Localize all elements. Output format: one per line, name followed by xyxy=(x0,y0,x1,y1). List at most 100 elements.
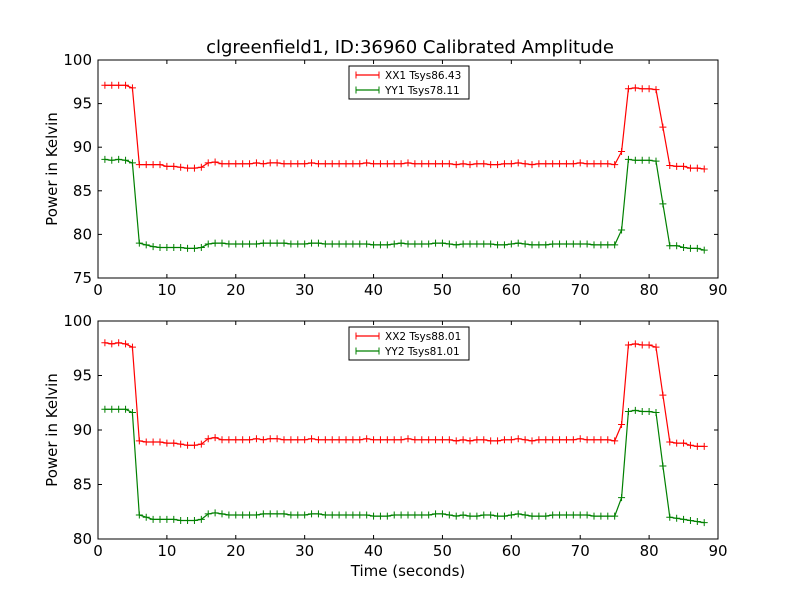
data-point xyxy=(507,160,515,168)
data-point xyxy=(142,161,150,169)
data-point xyxy=(432,436,440,444)
data-point xyxy=(624,341,632,349)
data-point xyxy=(128,84,136,92)
data-point xyxy=(204,240,212,248)
data-point xyxy=(590,512,598,520)
data-point xyxy=(445,511,453,519)
legend-label: YY1 Tsys78.11 xyxy=(384,85,460,97)
x-tick-label: 20 xyxy=(226,281,245,299)
data-point xyxy=(287,511,295,519)
data-point xyxy=(301,160,309,168)
data-point xyxy=(659,462,667,470)
data-point xyxy=(397,436,405,444)
data-point xyxy=(562,240,570,248)
data-point xyxy=(500,160,508,168)
data-point xyxy=(404,159,412,167)
data-point xyxy=(184,516,192,524)
data-point xyxy=(108,340,116,348)
x-tick-label: 90 xyxy=(708,281,727,299)
data-point xyxy=(466,161,474,169)
data-point xyxy=(156,515,164,523)
data-point xyxy=(190,516,198,524)
data-point xyxy=(528,241,536,249)
data-point xyxy=(418,240,426,248)
data-point xyxy=(204,510,212,518)
data-point xyxy=(197,440,205,448)
data-point xyxy=(432,510,440,518)
data-point xyxy=(666,162,674,170)
data-point xyxy=(211,434,219,442)
data-point xyxy=(280,436,288,444)
data-point xyxy=(321,160,329,168)
data-point xyxy=(142,513,150,521)
data-point xyxy=(459,160,467,168)
data-point xyxy=(411,160,419,168)
data-point xyxy=(686,441,694,449)
data-point xyxy=(197,163,205,171)
data-point xyxy=(480,240,488,248)
data-point xyxy=(480,511,488,519)
data-point xyxy=(521,160,529,168)
data-point xyxy=(370,241,378,249)
data-point xyxy=(535,241,543,249)
data-point xyxy=(280,239,288,247)
data-point xyxy=(638,156,646,164)
data-point xyxy=(156,161,164,169)
data-point xyxy=(239,160,247,168)
data-point xyxy=(259,436,267,444)
data-point xyxy=(507,436,515,444)
data-point xyxy=(252,240,260,248)
data-point xyxy=(246,436,254,444)
data-point xyxy=(177,163,185,171)
data-point xyxy=(301,511,309,519)
legend-box xyxy=(348,326,470,361)
data-point xyxy=(342,160,350,168)
data-point xyxy=(314,160,322,168)
data-point xyxy=(211,239,219,247)
data-point xyxy=(328,160,336,168)
data-point xyxy=(480,160,488,168)
data-point xyxy=(618,148,626,156)
y-tick-label: 85 xyxy=(73,182,92,200)
data-point xyxy=(342,511,350,519)
data-point xyxy=(425,436,433,444)
data-point xyxy=(342,240,350,248)
data-point xyxy=(556,511,564,519)
data-point xyxy=(273,239,281,247)
data-point xyxy=(700,442,708,450)
data-point xyxy=(494,161,502,169)
data-point xyxy=(686,164,694,172)
data-point xyxy=(184,441,192,449)
x-tick-label: 80 xyxy=(640,281,659,299)
data-point xyxy=(611,161,619,169)
data-point xyxy=(597,241,605,249)
data-point xyxy=(411,511,419,519)
data-point xyxy=(556,436,564,444)
legend-marker xyxy=(355,347,380,355)
data-point xyxy=(149,438,157,446)
data-point xyxy=(500,241,508,249)
data-point xyxy=(294,511,302,519)
data-point xyxy=(218,510,226,518)
data-point xyxy=(535,436,543,444)
data-point xyxy=(246,160,254,168)
y-tick-label: 100 xyxy=(63,51,92,69)
x-tick-label: 10 xyxy=(157,542,176,560)
data-point xyxy=(390,160,398,168)
data-point xyxy=(597,160,605,168)
data-point xyxy=(321,511,329,519)
data-point xyxy=(370,512,378,520)
data-point xyxy=(673,162,681,170)
data-point xyxy=(108,156,116,164)
data-point xyxy=(115,405,123,413)
data-point xyxy=(473,512,481,520)
data-point xyxy=(321,436,329,444)
data-point xyxy=(225,240,233,248)
data-point xyxy=(349,511,357,519)
data-point xyxy=(211,509,219,517)
data-point xyxy=(562,511,570,519)
data-point xyxy=(349,160,357,168)
data-point xyxy=(328,436,336,444)
data-point xyxy=(604,160,612,168)
series-yy1 xyxy=(101,155,708,254)
